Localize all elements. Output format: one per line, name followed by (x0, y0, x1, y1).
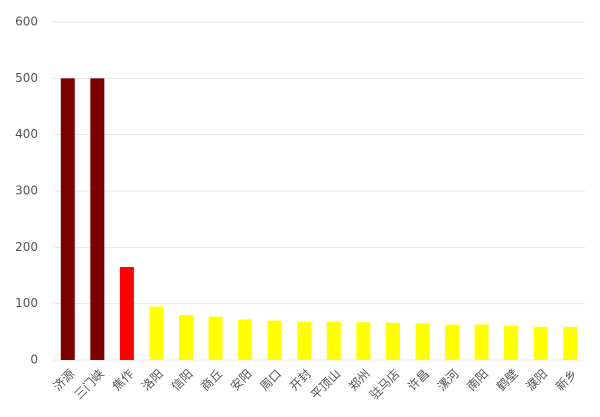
bar (149, 306, 164, 360)
bar (267, 320, 282, 360)
x-tick-label: 驻马店 (366, 366, 402, 402)
bar (90, 78, 105, 360)
bar (119, 267, 134, 360)
x-tick-label: 商丘 (198, 366, 226, 394)
bar (504, 325, 519, 360)
x-tick-label: 南阳 (464, 366, 492, 394)
bar (60, 78, 75, 360)
bar (356, 322, 371, 360)
y-tick-label: 300 (15, 184, 38, 198)
y-tick-label: 600 (15, 15, 38, 29)
x-tick-label: 安阳 (227, 366, 255, 394)
x-tick-label: 许昌 (405, 367, 432, 394)
y-tick-label: 500 (15, 71, 38, 85)
x-tick-label: 濮阳 (523, 366, 551, 394)
x-tick-label: 信阳 (169, 367, 196, 394)
y-tick-label: 400 (15, 127, 38, 141)
x-tick-label: 周口 (257, 367, 284, 394)
bar (474, 324, 489, 360)
y-tick-label: 200 (15, 240, 38, 254)
bar (326, 321, 341, 360)
x-tick-label: 漯河 (435, 367, 462, 394)
bar (563, 326, 578, 360)
y-tick-label: 100 (15, 296, 38, 310)
bar (179, 314, 193, 360)
x-tick-label: 焦作 (110, 367, 137, 394)
bar (533, 326, 548, 360)
bar (445, 324, 459, 360)
x-tick-label: 鹤壁 (493, 366, 521, 394)
bar (297, 321, 312, 360)
x-tick-label: 三门峡 (71, 366, 107, 402)
bar (385, 322, 400, 360)
x-tick-label: 洛阳 (138, 366, 166, 394)
bar (238, 319, 253, 360)
x-tick-label: 新乡 (552, 366, 580, 394)
y-tick-label: 0 (30, 353, 38, 367)
bar (415, 323, 430, 360)
bar (208, 316, 223, 360)
x-tick-label: 平顶山 (308, 367, 343, 402)
